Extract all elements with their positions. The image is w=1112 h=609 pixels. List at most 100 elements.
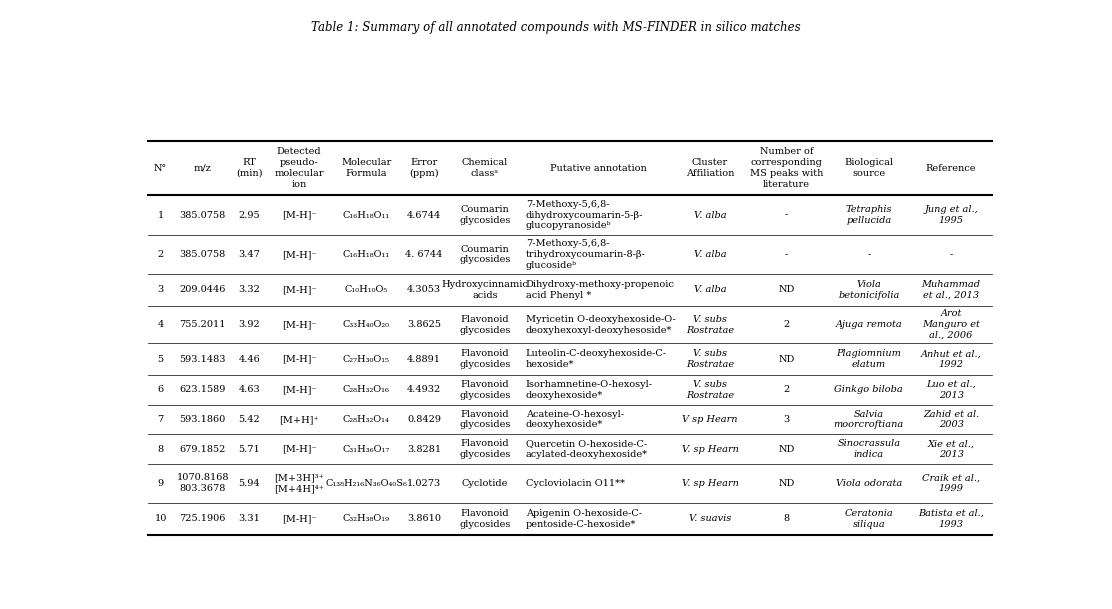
Text: N°: N° bbox=[155, 164, 167, 172]
Text: 8: 8 bbox=[158, 445, 163, 454]
Text: C₁₆H₁₈O₁₁: C₁₆H₁₈O₁₁ bbox=[342, 250, 390, 259]
Text: ND: ND bbox=[778, 479, 795, 488]
Text: 9: 9 bbox=[158, 479, 163, 488]
Text: m/z: m/z bbox=[193, 164, 211, 172]
Text: Luo et al.,
2013: Luo et al., 2013 bbox=[926, 380, 976, 400]
Text: Ajuga remota: Ajuga remota bbox=[835, 320, 902, 329]
Text: 755.2011: 755.2011 bbox=[179, 320, 226, 329]
Text: 2: 2 bbox=[784, 320, 790, 329]
Text: 385.0758: 385.0758 bbox=[180, 211, 226, 220]
Text: C₂₈H₃₂O₁₆: C₂₈H₃₂O₁₆ bbox=[342, 385, 389, 394]
Text: Luteolin-C-deoxyhexoside-C-
hexoside*: Luteolin-C-deoxyhexoside-C- hexoside* bbox=[526, 349, 667, 369]
Text: 4.8891: 4.8891 bbox=[407, 354, 441, 364]
Text: Craik et al.,
1999: Craik et al., 1999 bbox=[922, 473, 980, 493]
Text: 2: 2 bbox=[158, 250, 163, 259]
Text: Chemical
classᵃ: Chemical classᵃ bbox=[461, 158, 508, 178]
Text: Apigenin O-hexoside-C-
pentoside-C-hexoside*: Apigenin O-hexoside-C- pentoside-C-hexos… bbox=[526, 509, 642, 529]
Text: Ginkgo biloba: Ginkgo biloba bbox=[834, 385, 903, 394]
Text: 209.0446: 209.0446 bbox=[179, 286, 226, 294]
Text: C₁₃₈H₂₁₆N₃₆O₄₀S₆: C₁₃₈H₂₁₆N₃₆O₄₀S₆ bbox=[325, 479, 407, 488]
Text: V. alba: V. alba bbox=[694, 250, 726, 259]
Text: [M+H]⁺: [M+H]⁺ bbox=[279, 415, 319, 424]
Text: 593.1860: 593.1860 bbox=[180, 415, 226, 424]
Text: ND: ND bbox=[778, 354, 795, 364]
Text: -: - bbox=[785, 211, 788, 220]
Text: V. sp Hearn: V. sp Hearn bbox=[682, 445, 738, 454]
Text: [M-H]⁻: [M-H]⁻ bbox=[281, 385, 316, 394]
Text: ND: ND bbox=[778, 286, 795, 294]
Text: 4.63: 4.63 bbox=[239, 385, 260, 394]
Text: V. subs
Rostratae: V. subs Rostratae bbox=[686, 349, 734, 369]
Text: [M-H]⁻: [M-H]⁻ bbox=[281, 211, 316, 220]
Text: Number of
corresponding
MS peaks with
literature: Number of corresponding MS peaks with li… bbox=[749, 147, 823, 189]
Text: Hydroxycinnamic
acids: Hydroxycinnamic acids bbox=[441, 280, 528, 300]
Text: Flavonoid
glycosides: Flavonoid glycosides bbox=[459, 509, 510, 529]
Text: 7-Methoxy-5,6,8-
trihydroxycoumarin-8-β-
glucosideᵇ: 7-Methoxy-5,6,8- trihydroxycoumarin-8-β-… bbox=[526, 239, 646, 270]
Text: Coumarin
glycosides: Coumarin glycosides bbox=[459, 245, 510, 264]
Text: Flavonoid
glycosides: Flavonoid glycosides bbox=[459, 439, 510, 459]
Text: Flavonoid
glycosides: Flavonoid glycosides bbox=[459, 380, 510, 400]
Text: [M+3H]³⁺
[M+4H]⁴⁺: [M+3H]³⁺ [M+4H]⁴⁺ bbox=[274, 473, 324, 493]
Text: 385.0758: 385.0758 bbox=[180, 250, 226, 259]
Text: 7-Methoxy-5,6,8-
dihydroxycoumarin-5-β-
glucopyranosideᵇ: 7-Methoxy-5,6,8- dihydroxycoumarin-5-β- … bbox=[526, 200, 643, 230]
Text: Xie et al.,
2013: Xie et al., 2013 bbox=[927, 439, 974, 459]
Text: 5: 5 bbox=[158, 354, 163, 364]
Text: 4.4932: 4.4932 bbox=[407, 385, 441, 394]
Text: Sinocrassula
indica: Sinocrassula indica bbox=[837, 439, 901, 459]
Text: 10: 10 bbox=[155, 514, 167, 523]
Text: 5.71: 5.71 bbox=[239, 445, 260, 454]
Text: 7: 7 bbox=[158, 415, 163, 424]
Text: Myricetin O-deoxyhexoside-O-
deoxyhexoxyl-deoxyhesoside*: Myricetin O-deoxyhexoside-O- deoxyhexoxy… bbox=[526, 315, 675, 334]
Text: 5.42: 5.42 bbox=[239, 415, 260, 424]
Text: Flavonoid
glycosides: Flavonoid glycosides bbox=[459, 349, 510, 369]
Text: Flavonoid
glycosides: Flavonoid glycosides bbox=[459, 410, 510, 429]
Text: V. subs
Rostratae: V. subs Rostratae bbox=[686, 315, 734, 334]
Text: 4: 4 bbox=[158, 320, 163, 329]
Text: 725.1906: 725.1906 bbox=[179, 514, 226, 523]
Text: Arot
Manguro et
al., 2006: Arot Manguro et al., 2006 bbox=[922, 309, 980, 340]
Text: V. suavis: V. suavis bbox=[689, 514, 732, 523]
Text: Cyclotide: Cyclotide bbox=[461, 479, 508, 488]
Text: Tetraphis
pellucida: Tetraphis pellucida bbox=[845, 205, 892, 225]
Text: Acateine-O-hexosyl-
deoxyhexoside*: Acateine-O-hexosyl- deoxyhexoside* bbox=[526, 410, 624, 429]
Text: 3.8625: 3.8625 bbox=[407, 320, 441, 329]
Text: Isorhamnetine-O-hexosyl-
deoxyhexoside*: Isorhamnetine-O-hexosyl- deoxyhexoside* bbox=[526, 380, 653, 400]
Text: Molecular
Formula: Molecular Formula bbox=[341, 158, 391, 178]
Text: V. subs
Rostratae: V. subs Rostratae bbox=[686, 380, 734, 400]
Text: Error
(ppm): Error (ppm) bbox=[409, 158, 439, 178]
Text: Viola odorata: Viola odorata bbox=[836, 479, 902, 488]
Text: Putative annotation: Putative annotation bbox=[550, 164, 647, 172]
Text: 3.47: 3.47 bbox=[238, 250, 260, 259]
Text: [M-H]⁻: [M-H]⁻ bbox=[281, 320, 316, 329]
Text: Table 1: Summary of all annotated compounds with MS-FINDER in silico matches: Table 1: Summary of all annotated compou… bbox=[311, 21, 801, 34]
Text: 1070.8168
803.3678: 1070.8168 803.3678 bbox=[177, 473, 229, 493]
Text: 4.46: 4.46 bbox=[239, 354, 260, 364]
Text: Flavonoid
glycosides: Flavonoid glycosides bbox=[459, 315, 510, 334]
Text: -: - bbox=[785, 250, 788, 259]
Text: 623.1589: 623.1589 bbox=[179, 385, 226, 394]
Text: Salvia
moorcroftiana: Salvia moorcroftiana bbox=[834, 410, 904, 429]
Text: C₃₁H₃₆O₁₇: C₃₁H₃₆O₁₇ bbox=[342, 445, 390, 454]
Text: Anhut et al.,
1992: Anhut et al., 1992 bbox=[921, 349, 982, 369]
Text: Coumarin
glycosides: Coumarin glycosides bbox=[459, 205, 510, 225]
Text: ND: ND bbox=[778, 445, 795, 454]
Text: 2: 2 bbox=[784, 385, 790, 394]
Text: C₁₆H₁₈O₁₁: C₁₆H₁₈O₁₁ bbox=[342, 211, 390, 220]
Text: Jung et al.,
1995: Jung et al., 1995 bbox=[924, 205, 977, 225]
Text: Reference: Reference bbox=[926, 164, 976, 172]
Text: Quercetin O-hexoside-C-
acylated-deoxyhexoside*: Quercetin O-hexoside-C- acylated-deoxyhe… bbox=[526, 439, 648, 459]
Text: C₃₂H₃₈O₁₉: C₃₂H₃₈O₁₉ bbox=[342, 514, 389, 523]
Text: 3.92: 3.92 bbox=[239, 320, 260, 329]
Text: Detected
pseudo-
molecular
ion: Detected pseudo- molecular ion bbox=[275, 147, 324, 189]
Text: -: - bbox=[950, 250, 953, 259]
Text: RT
(min): RT (min) bbox=[236, 158, 262, 178]
Text: 3.31: 3.31 bbox=[238, 514, 260, 523]
Text: 3.8281: 3.8281 bbox=[407, 445, 441, 454]
Text: 4. 6744: 4. 6744 bbox=[406, 250, 443, 259]
Text: C₃₃H₄₀O₂₀: C₃₃H₄₀O₂₀ bbox=[342, 320, 389, 329]
Text: C₂₇H₃₀O₁₅: C₂₇H₃₀O₁₅ bbox=[342, 354, 389, 364]
Text: 2.95: 2.95 bbox=[239, 211, 260, 220]
Text: 5.94: 5.94 bbox=[239, 479, 260, 488]
Text: [M-H]⁻: [M-H]⁻ bbox=[281, 286, 316, 294]
Text: Ceratonia
siliqua: Ceratonia siliqua bbox=[844, 509, 893, 529]
